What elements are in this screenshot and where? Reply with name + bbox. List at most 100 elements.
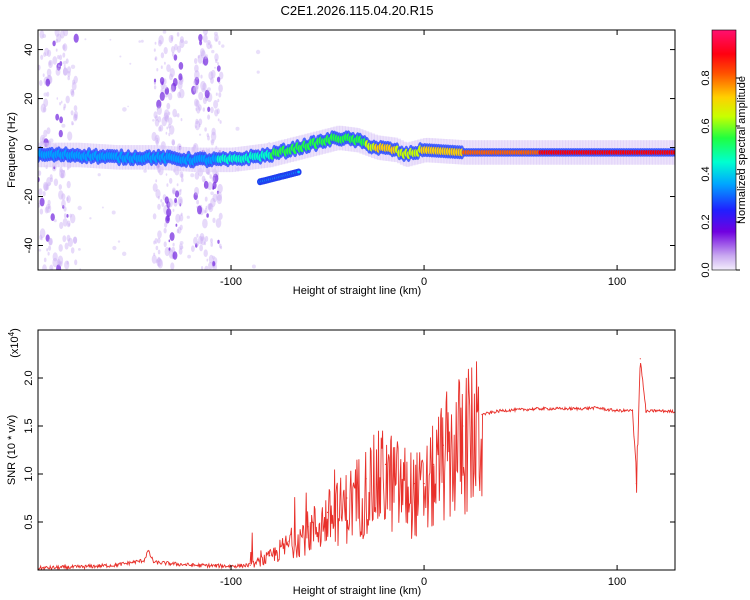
noise-speck <box>73 75 78 84</box>
noise-speck <box>59 261 63 267</box>
noise-speck <box>155 179 158 183</box>
noise-speck <box>78 248 81 251</box>
noise-speck <box>157 262 160 266</box>
noise-speck <box>58 184 62 190</box>
noise-speck <box>152 213 157 220</box>
noise-speck <box>156 106 162 115</box>
noise-speck <box>235 126 240 131</box>
noise-speck <box>174 43 178 51</box>
noise-speck <box>43 183 49 192</box>
colorbar-label: Normalized spectral amplitude <box>736 76 748 224</box>
snr-data-point <box>384 463 387 465</box>
noise-speck <box>55 113 60 121</box>
noise-speck <box>256 70 260 74</box>
noise-speck <box>153 48 156 52</box>
colorbar-tick-label: 0.4 <box>700 166 712 181</box>
noise-speck <box>38 64 41 71</box>
noise-speck <box>72 122 74 126</box>
noise-speck <box>177 226 182 234</box>
noise-speck <box>194 171 200 180</box>
noise-speck <box>71 82 77 91</box>
noise-speck <box>206 133 209 138</box>
noise-speck <box>210 131 217 141</box>
noise-speck <box>62 52 66 58</box>
noise-speck <box>166 208 172 217</box>
noise-speck <box>204 127 207 132</box>
noise-speck <box>176 183 179 187</box>
noise-speck <box>178 73 183 81</box>
noise-speck <box>153 240 156 245</box>
noise-speck <box>40 236 43 241</box>
noise-speck <box>38 188 43 196</box>
noise-speck <box>119 55 122 58</box>
noise-speck <box>204 265 209 270</box>
noise-speck <box>200 50 206 59</box>
noise-speck <box>175 213 181 223</box>
noise-speck <box>210 238 213 244</box>
noise-speck <box>218 84 223 93</box>
noise-speck <box>195 99 200 108</box>
noise-speck <box>170 262 175 270</box>
noise-speck <box>180 173 184 179</box>
snr-data-point <box>288 540 290 542</box>
noise-speck <box>199 133 202 136</box>
noise-speck <box>169 73 173 81</box>
noise-speck <box>161 202 165 207</box>
noise-speck <box>64 242 69 250</box>
noise-speck <box>62 67 68 76</box>
snr-data-point <box>645 411 647 413</box>
noise-speck <box>70 64 76 70</box>
noise-speck <box>169 125 175 135</box>
noise-speck <box>63 67 68 76</box>
snr-data-point <box>616 410 618 412</box>
noise-speck <box>170 37 174 42</box>
noise-speck <box>48 205 50 209</box>
snr-y-axis-label: SNR (10 * v/v) <box>6 415 18 485</box>
noise-speck <box>207 106 211 113</box>
noise-speck <box>158 39 162 47</box>
noise-speck <box>174 198 178 203</box>
ridge-inner <box>672 150 675 155</box>
noise-speck <box>202 218 208 229</box>
snr-data-point <box>249 564 251 566</box>
noise-speck <box>195 125 197 129</box>
noise-speck <box>197 55 200 59</box>
noise-speck <box>70 110 74 116</box>
noise-speck <box>154 115 159 121</box>
snr-data-point <box>404 478 406 480</box>
noise-speck <box>46 248 49 252</box>
noise-speck <box>64 260 70 270</box>
noise-speck <box>186 215 190 219</box>
noise-speck <box>169 68 175 78</box>
noise-speck <box>66 197 69 201</box>
snr-data-point <box>481 413 483 416</box>
snr-data-point <box>442 444 444 446</box>
noise-speck <box>200 74 203 79</box>
noise-speck <box>207 203 212 210</box>
snr-data-point <box>655 410 657 412</box>
noise-speck <box>163 112 169 122</box>
noise-speck <box>54 30 60 37</box>
noise-speck <box>174 190 180 198</box>
noise-speck <box>163 227 167 234</box>
noise-speck <box>202 56 209 66</box>
noise-speck <box>196 241 200 247</box>
noise-speck <box>212 173 219 184</box>
noise-speck <box>176 229 180 234</box>
noise-speck <box>44 206 49 214</box>
noise-speck <box>45 184 50 191</box>
snr-data-point <box>413 483 415 485</box>
snr-data-point <box>597 407 599 409</box>
noise-speck <box>52 252 58 262</box>
snr-data-point <box>269 555 271 557</box>
noise-speck <box>122 251 127 256</box>
noise-speck <box>175 114 178 117</box>
spectrogram-content <box>38 30 675 270</box>
noise-speck <box>47 199 51 206</box>
noise-speck <box>153 78 157 83</box>
spectrogram-x-tick-label: 100 <box>608 276 626 288</box>
noise-speck <box>212 193 218 203</box>
noise-speck <box>172 208 175 212</box>
noise-speck <box>193 85 199 94</box>
noise-speck <box>157 256 161 263</box>
